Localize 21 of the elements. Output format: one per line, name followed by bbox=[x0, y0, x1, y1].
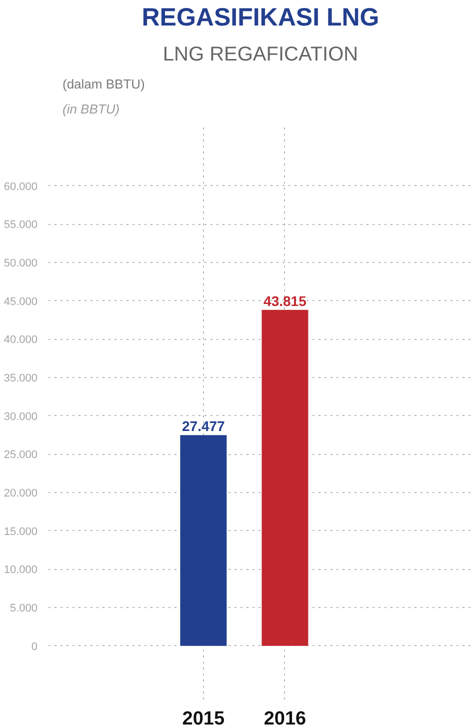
y-tick-label: 10.000 bbox=[4, 564, 38, 576]
y-tick-label: 35.000 bbox=[4, 372, 38, 384]
y-tick-label: 0 bbox=[31, 640, 38, 653]
y-tick-label: 5.000 bbox=[10, 602, 38, 614]
y-tick-label: 45.000 bbox=[4, 296, 38, 308]
y-tick-label: 50.000 bbox=[4, 258, 38, 270]
x-tick-label: 2015 bbox=[182, 708, 225, 727]
y-tick-label: 20.000 bbox=[4, 488, 38, 500]
y-tick-label: 60.000 bbox=[4, 180, 38, 193]
y-tick-label: 30.000 bbox=[4, 410, 38, 423]
y-tick-label: 40.000 bbox=[4, 334, 38, 346]
y-axis-title: (dalam BBTU) bbox=[62, 76, 145, 92]
chart-title: REGASIFIKASI LNG bbox=[142, 4, 380, 32]
chart-subtitle: LNG REGAFICATION bbox=[162, 44, 358, 66]
text: (in BBTU) bbox=[62, 102, 120, 116]
y-tick-label: 55.000 bbox=[4, 219, 38, 232]
data-label: 27.477 bbox=[182, 418, 226, 434]
y-tick-label: 25.000 bbox=[4, 449, 38, 462]
data-label: 43.815 bbox=[264, 292, 307, 309]
x-tick-label: 2016 bbox=[264, 708, 306, 727]
y-tick-label: 15.000 bbox=[4, 526, 38, 538]
